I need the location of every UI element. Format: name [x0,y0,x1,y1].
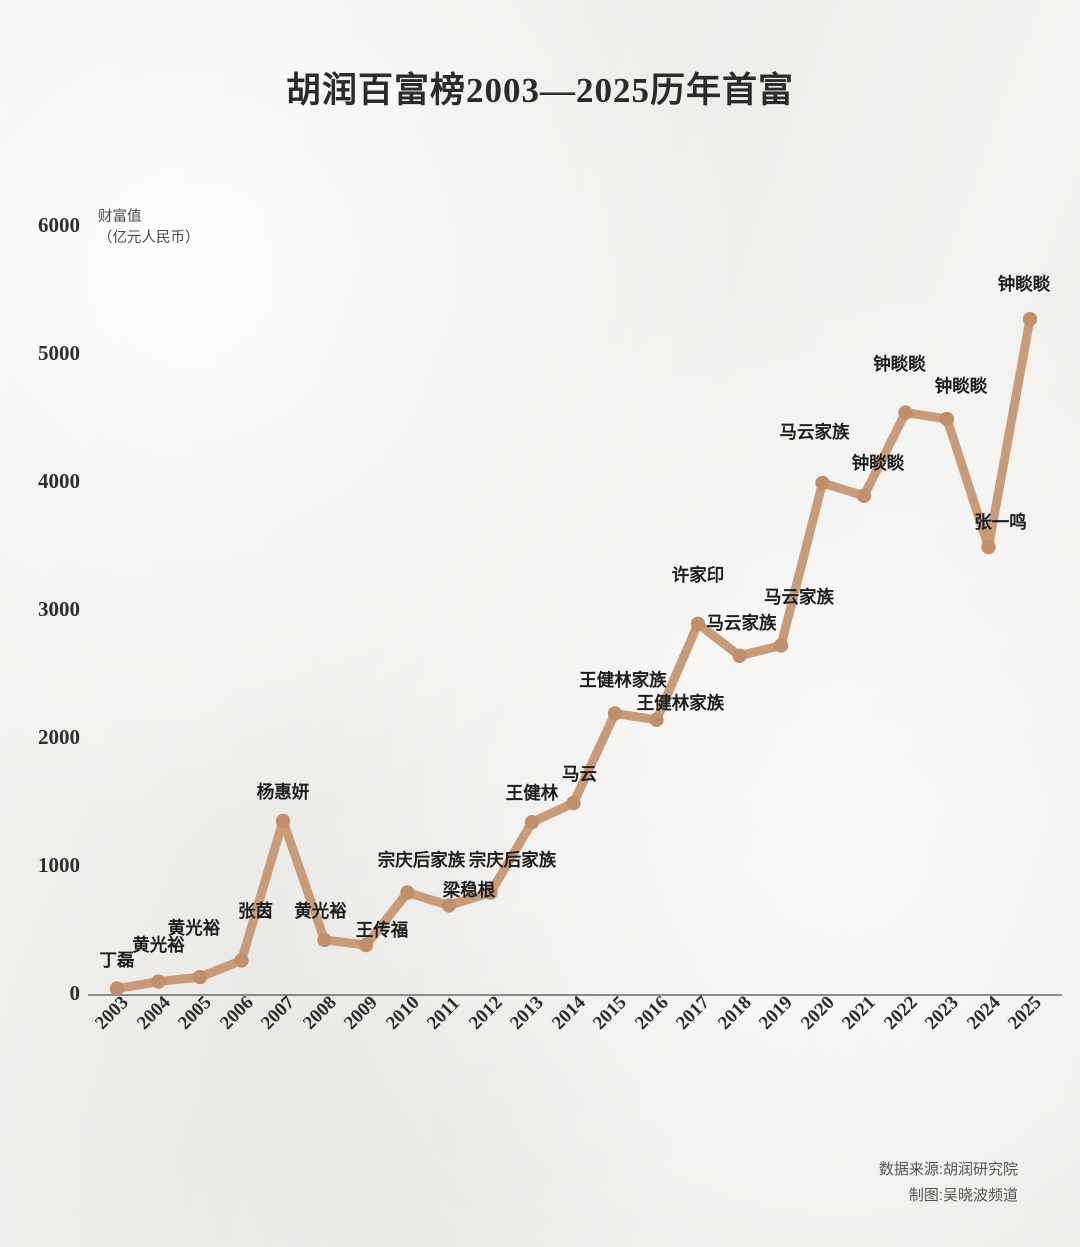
data-point-2020[interactable] [815,475,830,491]
point-label-2025: 钟睒睒 [997,274,1051,295]
point-label-2013: 王健林 [505,783,559,804]
data-point-2025[interactable] [1022,311,1038,327]
data-point-2021[interactable] [856,488,872,503]
point-label-2016: 王健林家族 [636,692,725,713]
point-label-2005: 黄光裕 [167,918,221,939]
point-label-2012: 宗庆后家族 [468,849,557,870]
point-label-2010: 宗庆后家族 [377,849,466,870]
y-axis-tick-2000: 2000 [38,725,80,749]
y-axis-tick-3000: 3000 [38,597,80,621]
data-point-2007[interactable] [275,813,291,829]
point-label-2008: 黄光裕 [294,900,347,921]
point-label-2004: 黄光裕 [132,934,185,955]
footer-note: 数据来源:胡润研究院 制图:吴晓波频道 [879,1157,1018,1210]
chart-credit-text: 制图:吴晓波频道 [908,1186,1018,1204]
page-title: 胡润百富榜2003—2025历年首富 [285,71,794,110]
point-label-2023: 钟睒睒 [934,376,988,396]
data-point-2004[interactable] [151,974,166,989]
point-label-2020: 马云家族 [779,422,850,442]
data-point-2017[interactable] [690,616,706,631]
point-label-2018: 马云家族 [706,612,777,633]
data-point-2015[interactable] [607,706,623,721]
y-axis-tick-6000: 6000 [38,213,80,237]
point-label-2015: 王健林家族 [579,670,667,691]
data-point-2003[interactable] [109,981,125,996]
series-line [112,314,1035,994]
point-label-2006: 张茵 [238,901,273,922]
point-label-2003: 丁磊 [99,949,135,970]
point-label-2017: 许家印 [671,564,725,585]
y-axis-tick-0: 0 [69,981,81,1005]
y-axis-tick-4000: 4000 [38,469,80,493]
data-point-2009[interactable] [358,937,374,953]
data-point-2006[interactable] [234,953,249,968]
point-label-2021: 钟睒睒 [851,452,905,473]
data-point-2010[interactable] [400,885,415,900]
series-markers [109,311,1038,996]
data-point-2022[interactable] [898,405,913,420]
data-point-2016[interactable] [649,712,664,727]
data-point-2014[interactable] [566,795,581,811]
y-axis-tick-1000: 1000 [38,853,80,877]
y-axis-tick-5000: 5000 [38,341,80,365]
data-point-2013[interactable] [524,815,540,830]
data-point-2011[interactable] [441,898,457,913]
point-label-2019: 马云家族 [764,586,834,607]
data-point-2008[interactable] [317,932,332,948]
data-point-2018[interactable] [732,648,747,663]
point-label-2007: 杨惠妍 [256,781,310,802]
data-point-2024[interactable] [981,539,996,555]
data-point-2005[interactable] [192,969,208,985]
data-source-text: 数据来源:胡润研究院 [878,1160,1018,1178]
data-point-2019[interactable] [773,638,789,653]
point-label-2022: 钟睒睒 [873,353,926,374]
y-axis-caption: 财富值 （亿元人民币） [98,209,200,247]
point-label-2009: 王传福 [355,920,409,941]
point-label-2024: 张一鸣 [974,512,1027,532]
data-point-2023[interactable] [939,411,955,427]
data-point-2012[interactable] [483,885,498,900]
point-label-2011: 梁稳根 [442,880,496,901]
point-label-2014: 马云 [562,764,597,784]
